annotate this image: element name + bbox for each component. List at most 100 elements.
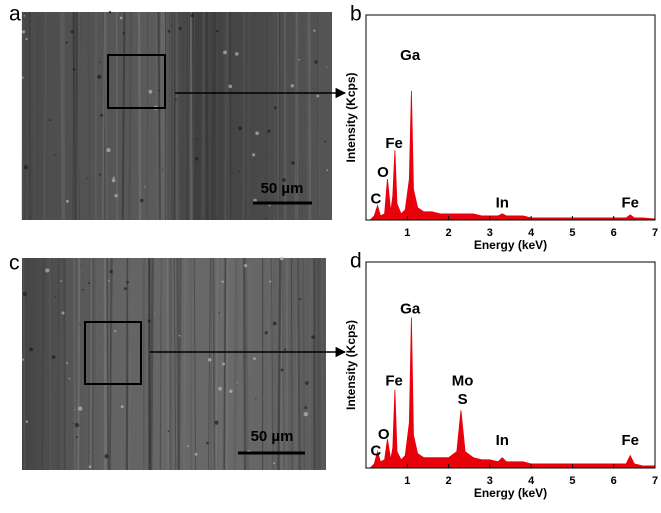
- x-tick-label: 1: [404, 227, 410, 239]
- texture: [76, 436, 78, 438]
- texture: [238, 126, 242, 130]
- peak-label: C: [370, 442, 381, 459]
- texture: [74, 409, 75, 410]
- texture: [222, 363, 225, 366]
- texture: [206, 442, 209, 445]
- texture: [213, 258, 214, 470]
- texture: [110, 270, 113, 273]
- texture: [314, 60, 318, 64]
- texture: [174, 12, 175, 220]
- texture: [253, 357, 256, 360]
- texture: [22, 30, 25, 33]
- texture: [89, 12, 90, 220]
- texture: [148, 319, 151, 322]
- texture: [244, 258, 245, 470]
- x-axis-label: Energy (keV): [474, 486, 547, 500]
- texture: [80, 265, 81, 266]
- scale-bar-label: 50 µm: [261, 180, 304, 197]
- texture: [218, 387, 222, 391]
- peak-label: In: [496, 195, 509, 212]
- texture: [179, 27, 182, 30]
- texture: [316, 95, 319, 98]
- texture: [202, 12, 204, 220]
- texture: [188, 12, 189, 220]
- x-tick-label: 3: [487, 475, 493, 487]
- peak-label: In: [496, 432, 509, 449]
- texture: [99, 174, 101, 176]
- texture: [82, 289, 84, 291]
- texture: [197, 138, 198, 139]
- texture: [106, 148, 110, 152]
- texture: [184, 258, 185, 470]
- texture: [195, 157, 198, 160]
- texture: [158, 90, 160, 92]
- texture: [319, 12, 320, 220]
- texture: [168, 30, 171, 33]
- texture: [120, 17, 123, 20]
- texture: [207, 12, 208, 220]
- texture: [237, 382, 238, 383]
- x-tick-label: 4: [528, 475, 535, 487]
- peak-label: Mo: [452, 372, 474, 389]
- texture: [69, 378, 71, 380]
- panel-label: d: [350, 250, 362, 273]
- texture: [168, 430, 170, 432]
- x-tick-label: 1: [404, 475, 410, 487]
- texture: [331, 14, 332, 15]
- texture: [91, 258, 92, 470]
- texture: [108, 280, 110, 282]
- texture: [154, 313, 155, 314]
- texture: [252, 153, 255, 156]
- texture: [171, 25, 172, 26]
- texture: [162, 169, 163, 170]
- x-tick-label: 6: [611, 475, 617, 487]
- texture: [26, 420, 28, 422]
- texture: [100, 114, 103, 117]
- texture: [104, 454, 108, 458]
- texture: [66, 200, 69, 203]
- spectrum-area: [370, 318, 655, 468]
- texture: [24, 258, 25, 470]
- texture: [52, 355, 56, 359]
- texture: [222, 281, 224, 283]
- texture: [73, 423, 74, 424]
- texture: [112, 179, 116, 183]
- texture: [114, 194, 117, 197]
- x-tick-label: 6: [611, 227, 617, 239]
- texture: [224, 12, 225, 220]
- x-tick-label: 7: [652, 475, 658, 487]
- texture: [304, 412, 309, 417]
- peak-label: Fe: [385, 372, 403, 389]
- texture: [175, 98, 177, 100]
- texture: [60, 280, 62, 282]
- texture: [227, 258, 228, 470]
- texture: [23, 292, 27, 296]
- texture: [89, 465, 92, 468]
- peak-label: Ga: [400, 300, 421, 317]
- texture: [45, 268, 49, 272]
- panel-label: b: [350, 3, 362, 26]
- texture: [121, 405, 124, 408]
- texture: [281, 368, 284, 371]
- texture: [24, 165, 28, 169]
- peak-label: O: [377, 164, 389, 181]
- x-axis-label: Energy (keV): [474, 238, 547, 252]
- texture: [140, 199, 143, 202]
- y-axis-label: Intensity (Kcps): [344, 320, 358, 410]
- texture: [75, 423, 79, 427]
- texture: [307, 12, 308, 220]
- texture: [191, 12, 192, 220]
- peak-label: S: [458, 391, 468, 408]
- texture: [244, 264, 247, 267]
- x-tick-label: 7: [652, 227, 658, 239]
- texture: [22, 358, 24, 360]
- texture: [265, 331, 268, 334]
- texture: [273, 462, 275, 464]
- texture: [298, 59, 300, 61]
- texture: [284, 349, 286, 351]
- texture: [122, 32, 124, 34]
- texture: [228, 84, 232, 88]
- texture: [269, 205, 271, 207]
- texture: [229, 390, 232, 393]
